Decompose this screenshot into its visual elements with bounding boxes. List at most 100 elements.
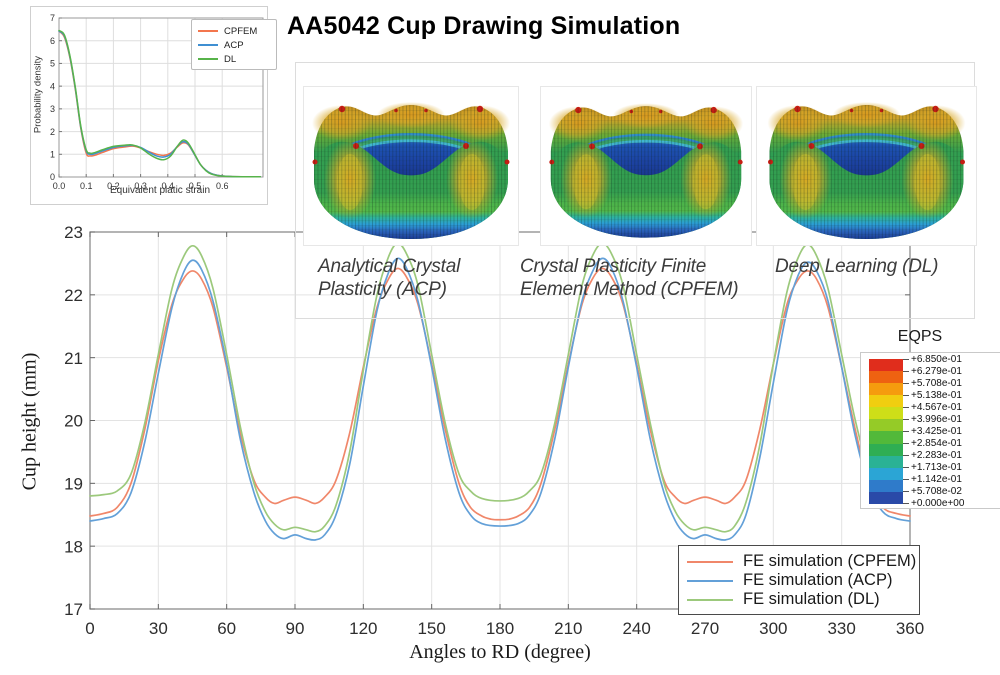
eqps-tick-row: +5.708e-02 xyxy=(903,486,962,497)
series-line xyxy=(89,257,911,541)
eqps-tick-row: +6.279e-01 xyxy=(903,366,962,377)
eqps-tick-row: +5.708e-01 xyxy=(903,378,962,389)
x-tick-label: 90 xyxy=(286,619,305,638)
eqps-tick-label: +6.279e-01 xyxy=(911,365,962,377)
x-tick-label: 30 xyxy=(149,619,168,638)
eqps-tick-label: +6.850e-01 xyxy=(911,353,962,365)
x-tick-label: 0.6 xyxy=(216,181,229,191)
eqps-tick-label: +3.425e-01 xyxy=(911,425,962,437)
eqps-color-band xyxy=(869,431,903,444)
y-tick-label: 22 xyxy=(64,286,83,305)
eqps-tick-label: +5.138e-01 xyxy=(911,389,962,401)
x-tick-label: 0.5 xyxy=(189,181,202,191)
y-tick-label: 7 xyxy=(50,13,55,23)
inset-legend-item-acp: ACP xyxy=(198,38,270,52)
eqps-tick-label: +1.142e-01 xyxy=(911,474,962,486)
y-tick-label: 4 xyxy=(50,81,55,91)
eqps-tick-row: +6.850e-01 xyxy=(903,354,962,365)
cup-render xyxy=(548,103,744,238)
eqps-tick-label: +2.283e-01 xyxy=(911,450,962,462)
eqps-tick-label: +2.854e-01 xyxy=(911,438,962,450)
cup-render xyxy=(312,102,510,239)
axes-frame xyxy=(58,17,264,178)
x-tick-label: 0 xyxy=(85,619,94,638)
x-tick-label: 0.1 xyxy=(80,181,93,191)
eqps-tick-row: +1.713e-01 xyxy=(903,462,962,473)
eqps-tick-mark xyxy=(903,406,909,408)
cup-caption-cpfem: Crystal Plasticity Finite Element Method… xyxy=(520,256,739,300)
x-tick-label: 330 xyxy=(827,619,855,638)
eqps-tick-mark xyxy=(903,479,909,481)
eqps-tick-row: +3.425e-01 xyxy=(903,426,962,437)
y-tick-label: 19 xyxy=(64,474,83,493)
eqps-tick-mark xyxy=(903,358,909,360)
eqps-tick-mark xyxy=(903,455,909,457)
eqps-tick-label: +5.708e-01 xyxy=(911,377,962,389)
eqps-color-band xyxy=(869,407,903,420)
legend-line-swatch xyxy=(687,579,733,582)
eqps-tick-row: +0.000e+00 xyxy=(903,498,964,509)
main-x-axis-label: Angles to RD (degree) xyxy=(409,641,591,663)
eqps-tick-row: +4.567e-01 xyxy=(903,402,962,413)
y-tick-label: 23 xyxy=(64,223,83,242)
y-tick-label: 5 xyxy=(50,59,55,69)
eqps-color-band xyxy=(869,383,903,396)
legend-line-swatch xyxy=(198,58,218,60)
inset-legend-item-cpfem: CPFEM xyxy=(198,24,270,38)
inset-y-axis-label: Probability density xyxy=(32,55,44,134)
x-tick-label: 180 xyxy=(486,619,514,638)
y-tick-label: 17 xyxy=(64,600,83,619)
eqps-tick-mark xyxy=(903,467,909,469)
eqps-color-band xyxy=(869,467,903,480)
cup-image-acp xyxy=(303,86,519,246)
legend-line-swatch xyxy=(198,44,218,46)
cup-render xyxy=(767,102,966,239)
legend-line-swatch xyxy=(687,560,733,563)
eqps-tick-mark xyxy=(903,503,909,505)
legend-line-swatch xyxy=(198,30,218,32)
eqps-color-band xyxy=(869,491,903,504)
eqps-tick-mark xyxy=(903,418,909,420)
y-tick-label: 6 xyxy=(50,36,55,46)
x-tick-label: 0.4 xyxy=(162,181,175,191)
eqps-tick-label: +0.000e+00 xyxy=(911,498,965,510)
eqps-tick-row: +1.142e-01 xyxy=(903,474,962,485)
x-tick-label: 0.0 xyxy=(53,181,66,191)
eqps-color-band xyxy=(869,371,903,384)
page-title: AA5042 Cup Drawing Simulation xyxy=(287,12,681,40)
eqps-color-band xyxy=(869,395,903,408)
cup-caption-acp: Analytical Crystal Plasticity (ACP) xyxy=(318,256,461,300)
eqps-tick-label: +5.708e-02 xyxy=(911,486,962,498)
x-tick-label: 360 xyxy=(896,619,924,638)
eqps-tick-label: +1.713e-01 xyxy=(911,462,962,474)
x-tick-label: 240 xyxy=(622,619,650,638)
eqps-tick-mark xyxy=(903,382,909,384)
inset-x-axis-label: Equivalent platic strain xyxy=(109,185,211,196)
series-line xyxy=(58,29,262,178)
y-tick-label: 3 xyxy=(50,104,55,114)
eqps-tick-row: +5.138e-01 xyxy=(903,390,962,401)
eqps-tick-row: +2.854e-01 xyxy=(903,438,962,449)
eqps-tick-row: +3.996e-01 xyxy=(903,414,962,425)
eqps-tick-mark xyxy=(903,491,909,493)
x-tick-label: 150 xyxy=(417,619,445,638)
eqps-color-band xyxy=(869,443,903,456)
inset-legend: CPFEM ACP DL xyxy=(191,19,277,70)
eqps-tick-row: +2.283e-01 xyxy=(903,450,962,461)
eqps-color-band xyxy=(869,419,903,432)
eqps-color-band xyxy=(869,455,903,468)
x-tick-label: 0.2 xyxy=(107,181,120,191)
eqps-color-band xyxy=(869,359,903,372)
y-tick-label: 21 xyxy=(64,349,83,368)
eqps-tick-label: +4.567e-01 xyxy=(911,401,962,413)
cup-caption-dl: Deep Learning (DL) xyxy=(775,256,939,277)
x-tick-label: 60 xyxy=(217,619,236,638)
inset-legend-item-dl: DL xyxy=(198,52,270,66)
cup-image-cpfem xyxy=(540,86,752,246)
y-tick-label: 20 xyxy=(64,412,83,431)
y-tick-label: 1 xyxy=(50,150,55,160)
legend-item-acp: FE simulation (ACP) xyxy=(687,571,919,590)
eqps-tick-mark xyxy=(903,370,909,372)
y-tick-label: 2 xyxy=(50,127,55,137)
